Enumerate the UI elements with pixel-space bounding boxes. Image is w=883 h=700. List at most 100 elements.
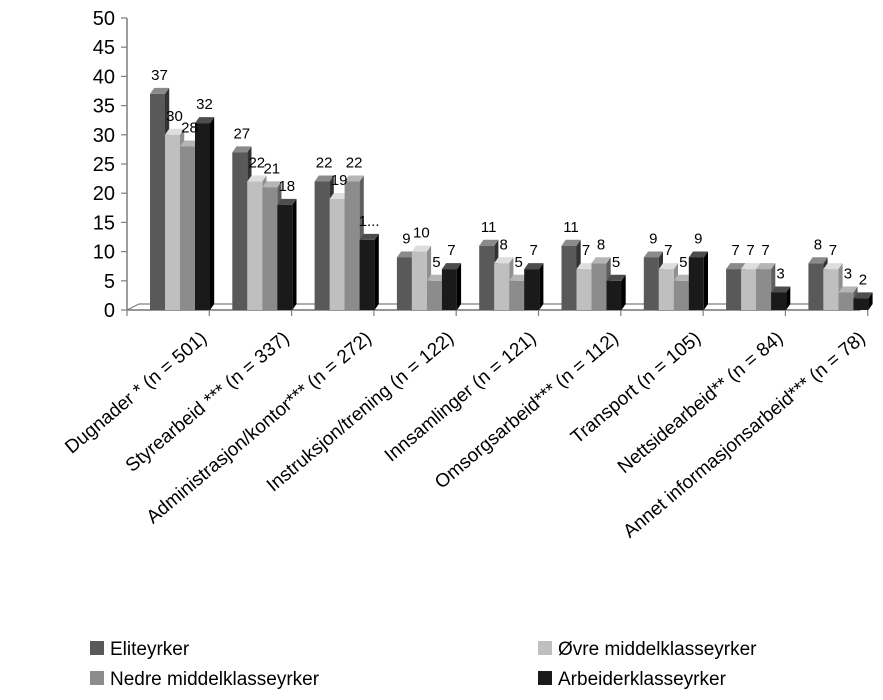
bar-side <box>703 251 708 310</box>
bar-front <box>591 263 607 310</box>
data-label: 8 <box>500 236 508 253</box>
category-label: Dugnader * (n = 501) <box>61 328 211 458</box>
bar-front <box>853 298 869 310</box>
bar-front <box>756 269 772 310</box>
bar-side <box>868 292 873 310</box>
y-tick-label: 30 <box>93 125 115 147</box>
y-tick-label: 35 <box>93 96 115 118</box>
legend-label: Øvre middelklasseyrker <box>558 639 757 660</box>
bars <box>150 87 873 311</box>
bar-top <box>673 274 693 281</box>
bar <box>359 233 379 310</box>
legend-swatch <box>90 641 104 655</box>
data-label: 5 <box>515 254 523 271</box>
bar-front <box>688 257 704 310</box>
bar-top <box>524 263 544 270</box>
bar-front <box>411 251 427 310</box>
legend-label: Nedre middelklasseyrker <box>110 669 320 690</box>
bar-top <box>165 128 185 135</box>
bar <box>756 263 776 310</box>
bar-top <box>150 87 170 94</box>
bar-front <box>232 152 248 310</box>
data-label: 18 <box>278 178 295 195</box>
bar-side <box>539 263 544 310</box>
bar-front <box>823 269 839 310</box>
bar-side <box>292 198 297 310</box>
data-label: 30 <box>166 108 183 125</box>
bar-front <box>673 280 689 310</box>
category-label: Nettsidearbeid** (n = 84) <box>614 328 787 478</box>
bar-top <box>232 146 252 153</box>
bar-front <box>247 181 263 310</box>
bar-front <box>576 269 592 310</box>
bar-front <box>643 257 659 310</box>
legend-label: Eliteyrker <box>110 639 190 660</box>
legend-swatch <box>538 671 552 685</box>
bar-top <box>441 263 462 270</box>
bar <box>771 286 791 310</box>
bar-front <box>277 204 293 310</box>
y-tick-label: 5 <box>104 271 115 293</box>
bar-top <box>756 263 776 270</box>
bar-top <box>561 239 581 246</box>
bar-front <box>180 146 195 310</box>
bar-front <box>606 280 622 310</box>
data-label: 7 <box>746 242 754 259</box>
data-label: 5 <box>612 254 620 271</box>
data-label: 21 <box>263 160 280 177</box>
legend-item: Øvre middelklasseyrker <box>538 639 757 660</box>
data-label: 9 <box>694 230 702 247</box>
y-tick-label: 0 <box>104 300 115 322</box>
bar <box>441 263 462 310</box>
data-label: 32 <box>196 96 213 113</box>
data-label: 9 <box>649 230 657 247</box>
category-labels: Dugnader * (n = 501)Styrearbeid *** (n =… <box>61 328 869 543</box>
data-label: 11 <box>563 219 579 236</box>
data-label: 7 <box>530 242 538 259</box>
data-label: 7 <box>447 242 455 259</box>
bar-front <box>838 292 854 310</box>
bar-front <box>329 199 345 310</box>
bar-front <box>150 93 165 310</box>
bar <box>823 263 843 310</box>
data-label: 11 <box>481 219 497 236</box>
bar <box>277 198 297 310</box>
bar-top <box>180 140 200 147</box>
bar-front <box>479 245 495 310</box>
y-tick-label: 45 <box>93 37 115 59</box>
bar-side <box>786 286 791 310</box>
data-label: 8 <box>814 236 822 253</box>
bar-top <box>426 274 447 281</box>
bar-top <box>771 286 791 293</box>
data-label: 3 <box>844 265 852 282</box>
data-label: 19 <box>331 172 348 189</box>
bar-side <box>621 274 626 310</box>
data-label: 27 <box>233 125 250 142</box>
bar-top <box>344 175 364 182</box>
bar <box>524 263 544 310</box>
bar-top <box>509 274 529 281</box>
bar-front <box>262 187 278 310</box>
y-tick-label: 40 <box>93 66 115 88</box>
bar-top <box>808 257 828 264</box>
data-label: 22 <box>248 155 265 172</box>
bar-side <box>456 263 462 310</box>
y-tick-label: 50 <box>93 8 115 30</box>
data-label: 1... <box>359 213 380 230</box>
bar-front <box>524 269 540 310</box>
bar-front <box>726 269 742 310</box>
bar-top <box>411 245 432 252</box>
bar-front <box>808 263 824 310</box>
bar-top <box>606 274 626 281</box>
data-label: 28 <box>181 119 198 136</box>
bar-top <box>576 263 596 270</box>
data-label: 8 <box>597 236 605 253</box>
bar-top <box>247 175 267 182</box>
bar-front <box>658 269 674 310</box>
bar-top <box>688 251 708 258</box>
data-label: 2 <box>859 271 867 288</box>
legend-item: Eliteyrker <box>90 639 190 660</box>
data-label: 5 <box>432 254 440 271</box>
